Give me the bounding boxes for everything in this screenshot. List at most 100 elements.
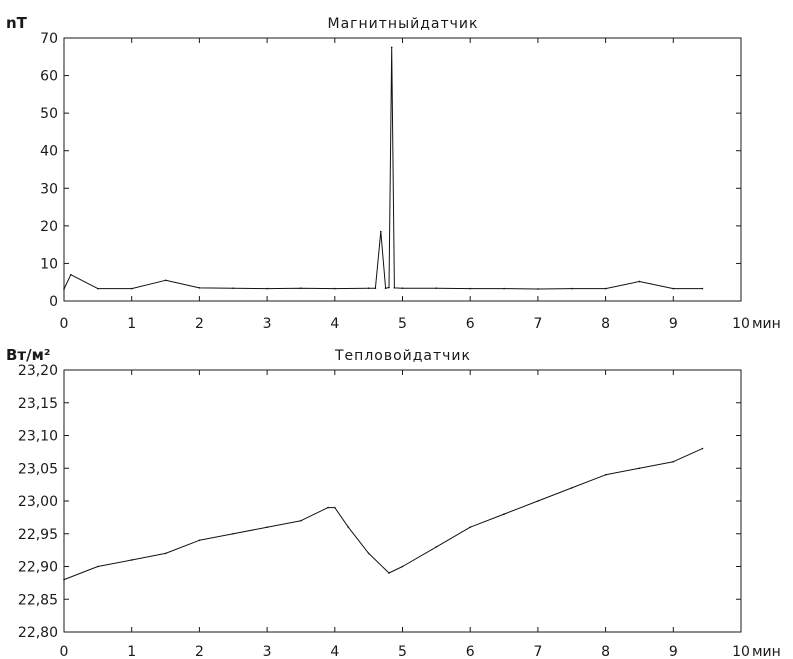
data-point [393,287,396,289]
data-point [164,279,167,282]
data-point [300,519,302,522]
data-point [672,287,675,290]
data-point [701,447,704,450]
y-tick-label: 23,00 [18,494,58,510]
y-tick-label: 22,85 [18,592,58,608]
x-tick-label: 9 [669,644,678,659]
data-point [97,565,99,568]
plot-frame [63,37,742,302]
data-point [401,287,404,290]
y-tick-label: 40 [40,144,58,160]
x-tick-label: 5 [398,644,407,659]
x-tick-label: 5 [398,316,407,332]
data-point [638,280,641,283]
data-point [69,273,72,276]
x-tick-label: 0 [60,316,69,332]
data-point [469,287,472,290]
data-point [672,460,675,463]
thermal-sensor-chart: Вт/м² Тепловойдатчик мин 0 1 2 3 4 5 6 7 8 9 10 22,… [6,346,781,659]
y-tick-label: 20 [40,219,58,235]
x-tick-label: 1 [127,644,136,659]
y-tick-label: 23,15 [18,396,58,412]
data-point [334,506,336,509]
data-point [384,287,387,290]
y-tick-label: 23,10 [18,429,58,445]
data-point [380,230,382,233]
data-point [130,287,133,290]
data-point [638,467,641,470]
data-point [63,578,65,581]
x-tick-label: 2 [195,316,204,332]
data-point [63,288,65,290]
x-tick-label: 6 [466,316,475,332]
data-point [701,287,704,290]
plot-frame [63,369,742,633]
y-tick-label: 22,90 [18,560,58,576]
y-tick-label: 23,20 [18,363,58,379]
data-point [367,552,370,555]
y-tick-label: 22,80 [18,625,58,641]
x-tick-label: 7 [533,644,542,659]
data-point [388,572,390,574]
data-point [334,287,336,290]
chart-title: Тепловойдатчик [334,348,471,364]
data-point [503,513,505,515]
y-tick-label: 22,95 [18,527,58,543]
data-point [388,286,390,289]
y-tick-label: 30 [40,181,58,197]
x-tick-label: 10 [732,644,750,659]
data-point [367,287,370,290]
data-point [503,287,505,290]
data-point [327,506,329,509]
x-axis-unit-label: мин [752,316,781,332]
data-point [198,539,201,542]
x-tick-label: 1 [127,316,136,332]
data-point [604,474,607,476]
data-point [435,546,438,548]
data-point [374,287,377,290]
x-tick-label: 6 [466,644,475,659]
data-point [130,559,133,561]
data-point [232,532,235,535]
data-point [469,526,472,528]
data-point [570,487,573,489]
x-tick-label: 8 [601,316,610,332]
data-point [604,287,607,290]
data-point [537,500,539,502]
data-point [266,526,268,528]
y-tick-label: 70 [40,31,58,47]
data-point [232,287,235,290]
x-tick-label: 9 [669,316,678,332]
data-point [347,526,350,528]
data-point [300,287,302,290]
chart-title: Магнитныйдатчик [328,16,479,32]
data-point [97,287,99,290]
y-tick-label: 10 [40,256,58,272]
series-line [63,46,703,290]
magnetic-sensor-chart: nT Магнитныйдатчик мин 0 1 2 3 4 5 6 7 8 9 10 0 10 20… [6,14,781,332]
y-tick-label: 23,05 [18,461,58,477]
series-line [63,448,703,581]
x-tick-label: 3 [263,644,272,659]
x-tick-label: 4 [330,644,339,659]
data-point [537,288,539,290]
data-point [266,287,268,290]
y-tick-label: 0 [49,294,58,310]
x-tick-label: 10 [732,316,750,332]
y-axis-unit-label: Вт/м² [6,346,50,364]
x-tick-label: 4 [330,316,339,332]
data-point [390,46,393,49]
x-tick-label: 8 [601,644,610,659]
x-tick-label: 7 [533,316,542,332]
data-point [570,287,573,290]
data-point [164,552,167,555]
x-tick-label: 3 [263,316,272,332]
y-axis-unit-label: nT [6,14,28,32]
x-tick-label: 2 [195,644,204,659]
data-point [435,287,438,290]
data-point [198,287,201,289]
x-axis-unit-label: мин [752,644,781,659]
y-tick-label: 60 [40,69,58,85]
data-point [401,565,404,568]
